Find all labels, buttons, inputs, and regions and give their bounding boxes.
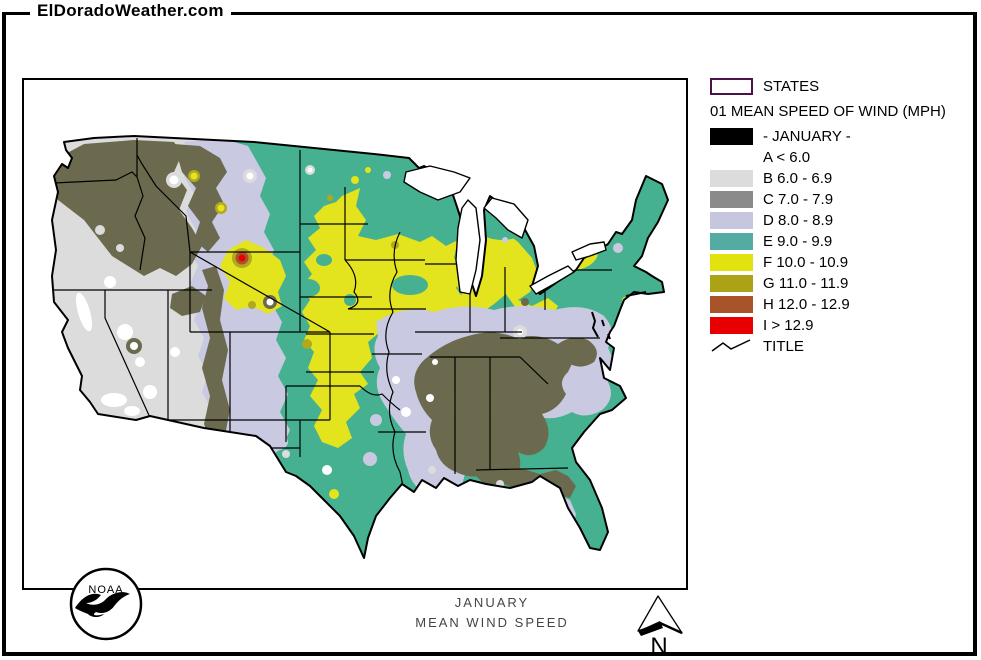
noaa-text: NOAA: [88, 584, 123, 596]
january-swatch: [710, 127, 753, 145]
lake-superior: [403, 165, 471, 201]
north-label: N: [650, 633, 667, 660]
class-e-swatch: [710, 232, 753, 250]
states-label: STATES: [763, 77, 820, 95]
legend-january-row: - JANUARY -: [710, 126, 946, 146]
states-swatch: [710, 77, 753, 95]
legend-title: 01 MEAN SPEED OF WIND (MPH): [710, 103, 946, 120]
class-e-label: E 9.0 - 9.9: [763, 232, 833, 250]
lake-ontario: [571, 241, 607, 261]
class-g-label: G 11.0 - 11.9: [763, 274, 849, 292]
lake-michigan: [455, 199, 481, 295]
legend-class-row-b: B 6.0 - 6.9: [710, 168, 946, 188]
legend-class-row-f: F 10.0 - 10.9: [710, 252, 946, 272]
coastal-marks: [591, 291, 647, 340]
outer-frame: [2, 12, 977, 656]
class-h-label: H 12.0 - 12.9: [763, 295, 850, 313]
class-i-label: I > 12.9: [763, 316, 814, 334]
noaa-bird-icon: [75, 592, 130, 617]
title-row-label: TITLE: [763, 337, 804, 355]
class-c-label: C 7.0 - 7.9: [763, 190, 834, 208]
legend-class-row-c: C 7.0 - 7.9: [710, 189, 946, 209]
great-lakes: [403, 165, 607, 295]
us-outline: [51, 135, 669, 559]
map-caption: JANUARY MEAN WIND SPEED: [392, 593, 592, 633]
class-d-label: D 8.0 - 8.9: [763, 211, 834, 229]
class-a-label: A < 6.0: [763, 148, 811, 166]
legend-class-row-e: E 9.0 - 9.9: [710, 231, 946, 251]
class-c-swatch: [710, 190, 753, 208]
lake-huron: [483, 197, 529, 239]
legend-title-row: TITLE: [710, 336, 946, 356]
noaa-logo: NOAA: [69, 567, 143, 641]
caption-line-2: MEAN WIND SPEED: [415, 615, 569, 630]
january-label: - JANUARY -: [763, 127, 851, 145]
north-arrow-icon: N: [637, 595, 683, 660]
legend: STATES 01 MEAN SPEED OF WIND (MPH) - JAN…: [710, 76, 946, 357]
class-a-swatch: [710, 148, 753, 166]
site-title: ElDoradoWeather.com: [30, 1, 231, 21]
class-h-swatch: [710, 295, 753, 313]
us-wind-map: [51, 135, 669, 559]
legend-class-row-h: H 12.0 - 12.9: [710, 294, 946, 314]
class-f-swatch: [710, 253, 753, 271]
state-borders: [52, 138, 612, 487]
legend-class-row-d: D 8.0 - 8.9: [710, 210, 946, 230]
lake-erie: [529, 265, 575, 295]
legend-class-row-a: A < 6.0: [710, 147, 946, 167]
title-line-icon: [711, 339, 751, 352]
legend-class-row-g: G 11.0 - 11.9: [710, 273, 946, 293]
legend-class-row-i: I > 12.9: [710, 315, 946, 335]
map-frame: JANUARY MEAN WIND SPEED NOAA: [22, 78, 688, 641]
class-b-label: B 6.0 - 6.9: [763, 169, 833, 187]
class-d-swatch: [710, 211, 753, 229]
class-f-label: F 10.0 - 10.9: [763, 253, 849, 271]
legend-states-row: STATES: [710, 76, 946, 96]
caption-line-1: JANUARY: [454, 595, 530, 610]
class-g-swatch: [710, 274, 753, 292]
class-b-swatch: [710, 169, 753, 187]
class-i-swatch: [710, 316, 753, 334]
